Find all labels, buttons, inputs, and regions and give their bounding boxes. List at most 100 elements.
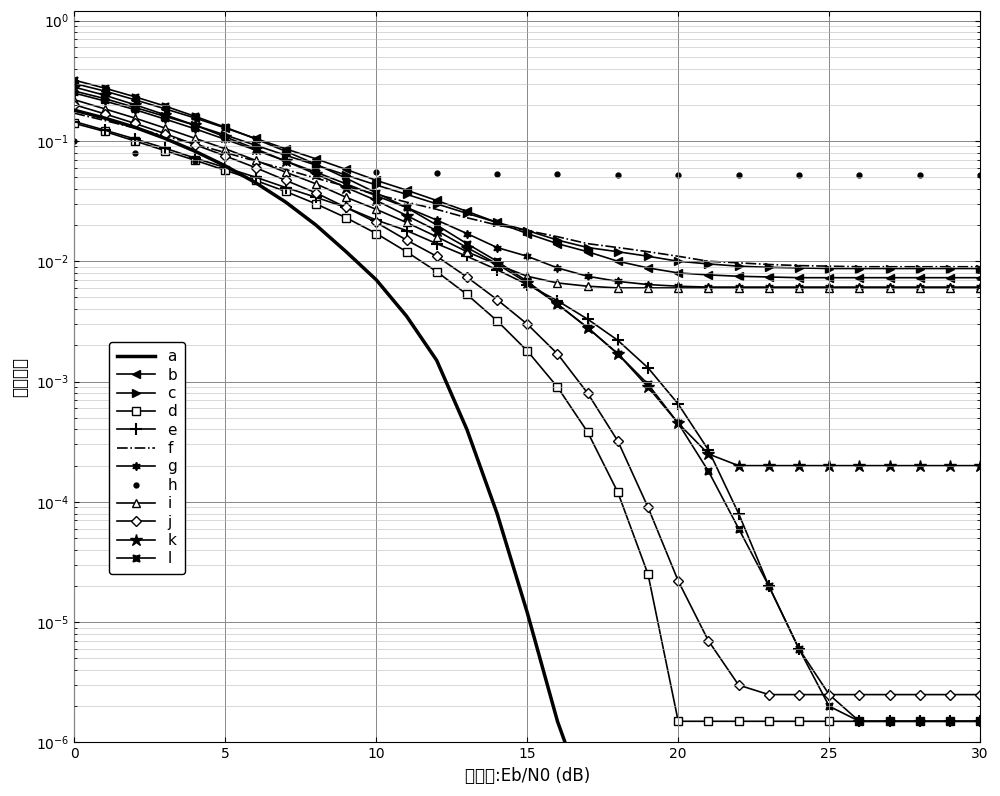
f [853, 262, 865, 271]
j [884, 690, 896, 700]
j [431, 252, 443, 261]
d [431, 267, 443, 276]
h [68, 136, 80, 146]
c [914, 263, 926, 273]
e [763, 581, 775, 591]
l [431, 220, 443, 230]
k [401, 211, 413, 220]
c [129, 103, 141, 112]
j [99, 109, 111, 119]
f [159, 131, 171, 141]
j [612, 436, 624, 446]
b [733, 271, 745, 281]
b [250, 134, 262, 143]
j [974, 690, 986, 700]
f [310, 174, 322, 183]
l [99, 84, 111, 93]
c [551, 236, 563, 245]
l [823, 701, 835, 711]
i [68, 95, 80, 104]
Line: a: a [74, 110, 678, 796]
e [491, 265, 503, 275]
j [763, 690, 775, 700]
i [250, 155, 262, 165]
b [551, 239, 563, 248]
l [370, 188, 382, 197]
i [853, 283, 865, 293]
i [310, 179, 322, 189]
Line: j: j [71, 101, 984, 698]
l [401, 203, 413, 213]
h [491, 170, 503, 179]
Y-axis label: 误比特率: 误比特率 [11, 357, 29, 396]
j [702, 636, 714, 646]
h [551, 170, 563, 179]
g [914, 283, 926, 292]
k [219, 132, 231, 142]
i [189, 134, 201, 143]
b [823, 273, 835, 283]
f [491, 220, 503, 230]
Line: l: l [70, 76, 985, 726]
k [944, 461, 956, 470]
e [129, 134, 141, 143]
f [431, 205, 443, 214]
b [853, 273, 865, 283]
d [733, 716, 745, 726]
g [401, 203, 413, 213]
h [914, 170, 926, 180]
e [219, 163, 231, 173]
i [99, 104, 111, 114]
h [612, 170, 624, 180]
i [914, 283, 926, 293]
a [129, 123, 141, 132]
a [401, 311, 413, 321]
k [914, 461, 926, 470]
d [642, 569, 654, 579]
e [944, 716, 956, 726]
d [340, 213, 352, 223]
d [461, 290, 473, 299]
Line: k: k [68, 81, 986, 472]
c [974, 263, 986, 273]
c [733, 261, 745, 271]
h [129, 148, 141, 158]
k [763, 461, 775, 470]
e [401, 226, 413, 236]
d [612, 488, 624, 498]
Line: c: c [70, 87, 984, 273]
k [521, 278, 533, 287]
X-axis label: 信噪比:Eb/N0 (dB): 信噪比:Eb/N0 (dB) [465, 767, 590, 785]
i [280, 167, 292, 177]
j [219, 151, 231, 161]
e [551, 296, 563, 306]
b [68, 79, 80, 88]
l [974, 716, 986, 726]
g [763, 283, 775, 292]
i [612, 283, 624, 293]
k [68, 82, 80, 92]
h [431, 169, 443, 178]
k [310, 170, 322, 179]
Line: i: i [70, 96, 984, 292]
j [793, 690, 805, 700]
i [793, 283, 805, 293]
i [672, 283, 684, 293]
b [370, 176, 382, 185]
Line: d: d [70, 119, 984, 725]
b [914, 273, 926, 283]
d [582, 427, 594, 437]
e [702, 445, 714, 455]
j [491, 295, 503, 304]
g [793, 283, 805, 292]
b [99, 86, 111, 96]
b [310, 154, 322, 164]
b [129, 95, 141, 104]
f [219, 148, 231, 158]
h [974, 170, 986, 180]
k [823, 461, 835, 470]
a [99, 113, 111, 123]
k [582, 323, 594, 333]
g [733, 283, 745, 292]
j [853, 690, 865, 700]
